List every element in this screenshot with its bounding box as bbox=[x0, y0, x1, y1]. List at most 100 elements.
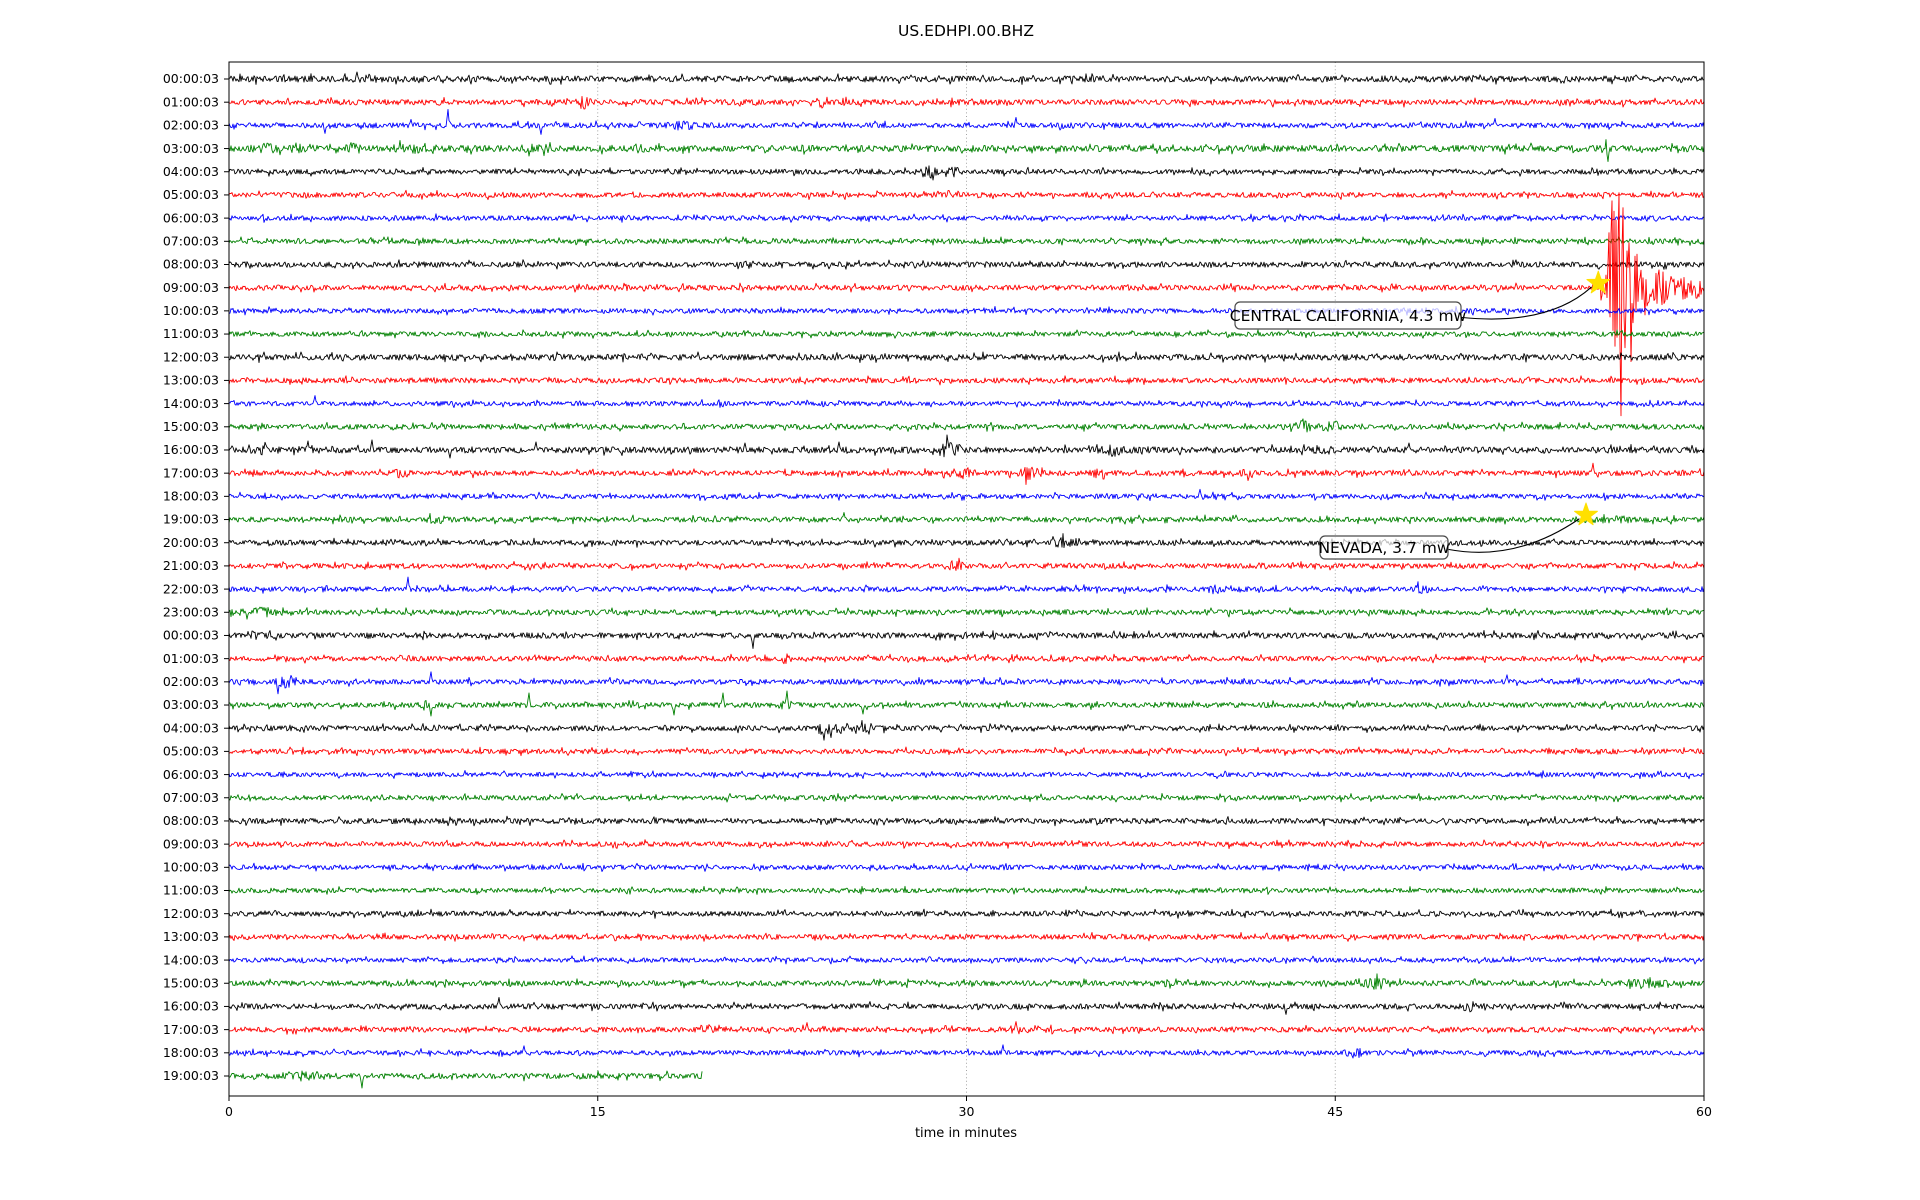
seismogram-trace bbox=[229, 418, 1704, 433]
trace-time-label: 02:00:03 bbox=[163, 674, 219, 689]
seismogram-trace bbox=[229, 395, 1704, 409]
x-tick-label: 0 bbox=[225, 1104, 233, 1119]
trace-time-label: 21:00:03 bbox=[163, 558, 219, 573]
seismogram-trace bbox=[229, 259, 1704, 270]
trace-time-label: 12:00:03 bbox=[163, 906, 219, 921]
seismogram-trace bbox=[229, 71, 1704, 85]
seismogram-trace bbox=[229, 533, 1704, 549]
seismogram-trace bbox=[229, 557, 1704, 571]
seismogram-trace bbox=[229, 720, 1704, 741]
trace-time-label: 01:00:03 bbox=[163, 94, 219, 109]
seismogram-trace bbox=[229, 606, 1704, 620]
trace-time-label: 16:00:03 bbox=[163, 442, 219, 457]
trace-time-label: 08:00:03 bbox=[163, 257, 219, 272]
event-label-box bbox=[1319, 535, 1449, 560]
seismogram-trace bbox=[229, 746, 1704, 757]
trace-time-label: 11:00:03 bbox=[163, 326, 219, 341]
seismogram-trace bbox=[229, 996, 1704, 1015]
trace-time-label: 17:00:03 bbox=[163, 465, 219, 480]
trace-time-label: 05:00:03 bbox=[163, 744, 219, 759]
seismogram-trace bbox=[229, 213, 1704, 223]
trace-time-label: 15:00:03 bbox=[163, 975, 219, 990]
seismogram-trace bbox=[229, 885, 1704, 895]
event-label-text: CENTRAL CALIFORNIA, 4.3 mw bbox=[1230, 307, 1467, 325]
x-tick-label: 45 bbox=[1327, 1104, 1343, 1119]
trace-time-label: 16:00:03 bbox=[163, 999, 219, 1014]
event-label-box bbox=[1234, 301, 1462, 330]
trace-time-label: 04:00:03 bbox=[163, 164, 219, 179]
seismogram-trace bbox=[229, 793, 1704, 803]
trace-time-label: 13:00:03 bbox=[163, 373, 219, 388]
trace-time-label: 10:00:03 bbox=[163, 860, 219, 875]
seismogram-trace bbox=[229, 770, 1704, 780]
seismogram-trace bbox=[229, 862, 1704, 872]
seismogram-trace bbox=[229, 576, 1704, 595]
trace-time-label: 13:00:03 bbox=[163, 929, 219, 944]
trace-time-label: 08:00:03 bbox=[163, 813, 219, 828]
seismogram-trace bbox=[229, 653, 1704, 665]
trace-time-label: 09:00:03 bbox=[163, 280, 219, 295]
seismogram-trace bbox=[229, 955, 1704, 965]
event-callout-line bbox=[1448, 518, 1580, 553]
seismogram-trace bbox=[229, 973, 1704, 990]
trace-time-label: 19:00:03 bbox=[163, 512, 219, 527]
seismogram-trace bbox=[229, 1044, 1704, 1059]
seismogram-trace bbox=[229, 671, 1704, 695]
seismogram-trace bbox=[229, 488, 1704, 502]
trace-time-label: 00:00:03 bbox=[163, 628, 219, 643]
x-tick-label: 15 bbox=[590, 1104, 606, 1119]
trace-time-label: 01:00:03 bbox=[163, 651, 219, 666]
trace-time-label: 20:00:03 bbox=[163, 535, 219, 550]
trace-time-label: 17:00:03 bbox=[163, 1022, 219, 1037]
trace-time-label: 14:00:03 bbox=[163, 396, 219, 411]
seismogram-trace bbox=[229, 139, 1704, 163]
seismogram-trace bbox=[229, 690, 1704, 717]
trace-time-label: 03:00:03 bbox=[163, 141, 219, 156]
trace-time-label: 07:00:03 bbox=[163, 234, 219, 249]
trace-time-label: 06:00:03 bbox=[163, 767, 219, 782]
seismogram-trace bbox=[229, 236, 1704, 247]
event-label-text: NEVADA, 3.7 mw bbox=[1318, 539, 1449, 557]
seismogram-trace bbox=[229, 192, 1704, 417]
x-axis-label: time in minutes bbox=[915, 1126, 1017, 1141]
trace-time-label: 10:00:03 bbox=[163, 303, 219, 318]
traces bbox=[229, 71, 1704, 1089]
seismogram-trace bbox=[229, 329, 1704, 339]
seismogram-trace bbox=[229, 462, 1704, 485]
trace-time-label: 15:00:03 bbox=[163, 419, 219, 434]
trace-time-label: 18:00:03 bbox=[163, 489, 219, 504]
seismogram-trace bbox=[229, 189, 1704, 201]
trace-time-label: 11:00:03 bbox=[163, 883, 219, 898]
seismogram-trace bbox=[229, 1070, 703, 1089]
seismogram-trace bbox=[229, 630, 1704, 649]
trace-time-label: 18:00:03 bbox=[163, 1045, 219, 1060]
trace-time-label: 12:00:03 bbox=[163, 349, 219, 364]
trace-time-label: 06:00:03 bbox=[163, 210, 219, 225]
seismogram-trace bbox=[229, 375, 1704, 386]
trace-time-label: 04:00:03 bbox=[163, 720, 219, 735]
seismogram-trace bbox=[229, 1021, 1704, 1035]
x-tick-label: 30 bbox=[959, 1104, 975, 1119]
seismogram-trace bbox=[229, 931, 1704, 942]
trace-time-label: 23:00:03 bbox=[163, 604, 219, 619]
plot-title: US.EDHPI.00.BHZ bbox=[898, 22, 1034, 40]
trace-time-label: 22:00:03 bbox=[163, 581, 219, 596]
trace-time-label: 09:00:03 bbox=[163, 836, 219, 851]
event-star-icon bbox=[1586, 270, 1611, 294]
event-callout-line bbox=[1461, 286, 1592, 320]
event-star-icon bbox=[1574, 502, 1598, 526]
seismogram-trace bbox=[229, 351, 1704, 364]
trace-time-label: 02:00:03 bbox=[163, 118, 219, 133]
seismogram-trace bbox=[229, 165, 1704, 181]
x-tick-label: 60 bbox=[1696, 1104, 1712, 1119]
seismogram-trace bbox=[229, 108, 1704, 135]
seismogram-trace bbox=[229, 512, 1704, 525]
seismogram-trace bbox=[229, 434, 1704, 459]
trace-time-label: 05:00:03 bbox=[163, 187, 219, 202]
event-annotations: CENTRAL CALIFORNIA, 4.3 mw NEVADA, 3.7 mw bbox=[1230, 270, 1611, 560]
trace-time-label: 07:00:03 bbox=[163, 790, 219, 805]
seismogram-trace bbox=[229, 839, 1704, 850]
trace-time-label: 14:00:03 bbox=[163, 952, 219, 967]
